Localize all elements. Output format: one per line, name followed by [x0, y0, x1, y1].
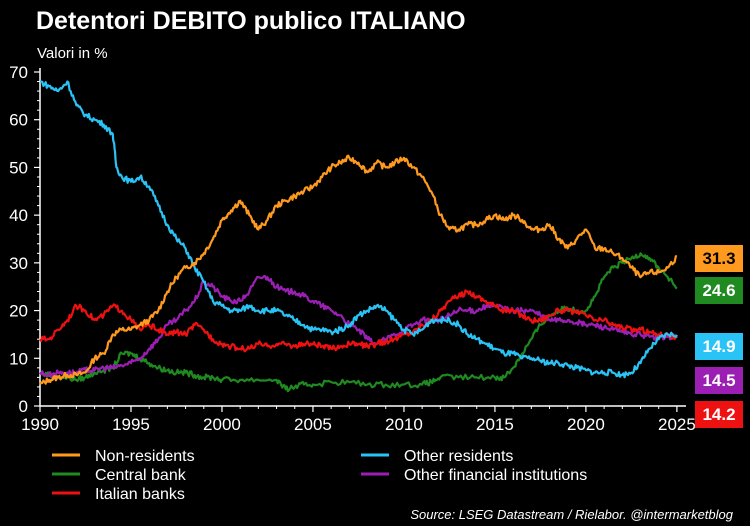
series-lines	[39, 80, 678, 393]
legend-label-non-residents: Non-residents	[95, 448, 195, 465]
x-tick-label: 2025	[658, 415, 696, 434]
end-label-non-residents: 31.3	[702, 249, 735, 268]
series-line-other-financial-institutions	[39, 274, 678, 378]
x-tick-label: 2010	[385, 415, 423, 434]
end-label-box-other-residents	[695, 333, 743, 360]
x-tick-label: 2000	[203, 415, 241, 434]
end-label-box-italian-banks	[695, 401, 743, 428]
x-tick-label: 2015	[476, 415, 514, 434]
end-label-box-non-residents	[695, 245, 743, 272]
y-tick-label: 40	[9, 206, 28, 225]
y-tick-label: 10	[9, 349, 28, 368]
y-tick-label: 50	[9, 158, 28, 177]
y-tick-label: 30	[9, 254, 28, 273]
series-line-central-bank	[39, 252, 678, 393]
y-tick-label: 60	[9, 111, 28, 130]
series-line-other-residents	[39, 80, 678, 379]
end-labels: 31.3 24.6 14.9 14.5 14.2	[695, 245, 743, 428]
end-label-box-other-financial-institutions	[695, 367, 743, 394]
y-tick-label: 20	[9, 302, 28, 321]
x-tick-label: 2005	[294, 415, 332, 434]
end-label-central-bank: 24.6	[702, 281, 735, 300]
source-note: Source: LSEG Datastream / Rielabor. @int…	[410, 507, 733, 522]
x-tick-label: 1995	[112, 415, 150, 434]
end-label-other-residents: 14.9	[702, 337, 735, 356]
legend-label-other-financial-institutions: Other financial institutions	[404, 467, 587, 484]
legend-label-italian-banks: Italian banks	[95, 486, 185, 503]
end-label-box-central-bank	[695, 277, 743, 304]
chart-title: Detentori DEBITO publico ITALIANO	[36, 7, 466, 35]
y-tick-label: 0	[19, 397, 28, 416]
y-tick-label: 70	[9, 63, 28, 82]
series-line-non-residents	[39, 154, 678, 386]
axes: 0 10 20 30 40 50 60 70 1990 1995 2000 2005 2010 2015 2…	[9, 63, 696, 434]
x-tick-label: 2020	[567, 415, 605, 434]
legend-label-central-bank: Central bank	[95, 467, 187, 484]
legend: Non-residents Other residents Central bank…	[52, 448, 587, 503]
chart-subtitle: Valori in %	[37, 45, 108, 62]
legend-label-other-residents: Other residents	[404, 448, 513, 465]
end-label-italian-banks: 14.2	[702, 405, 735, 424]
end-label-other-financial-institutions: 14.5	[702, 371, 735, 390]
x-tick-label: 1990	[21, 415, 59, 434]
series-line-italian-banks	[39, 289, 678, 353]
